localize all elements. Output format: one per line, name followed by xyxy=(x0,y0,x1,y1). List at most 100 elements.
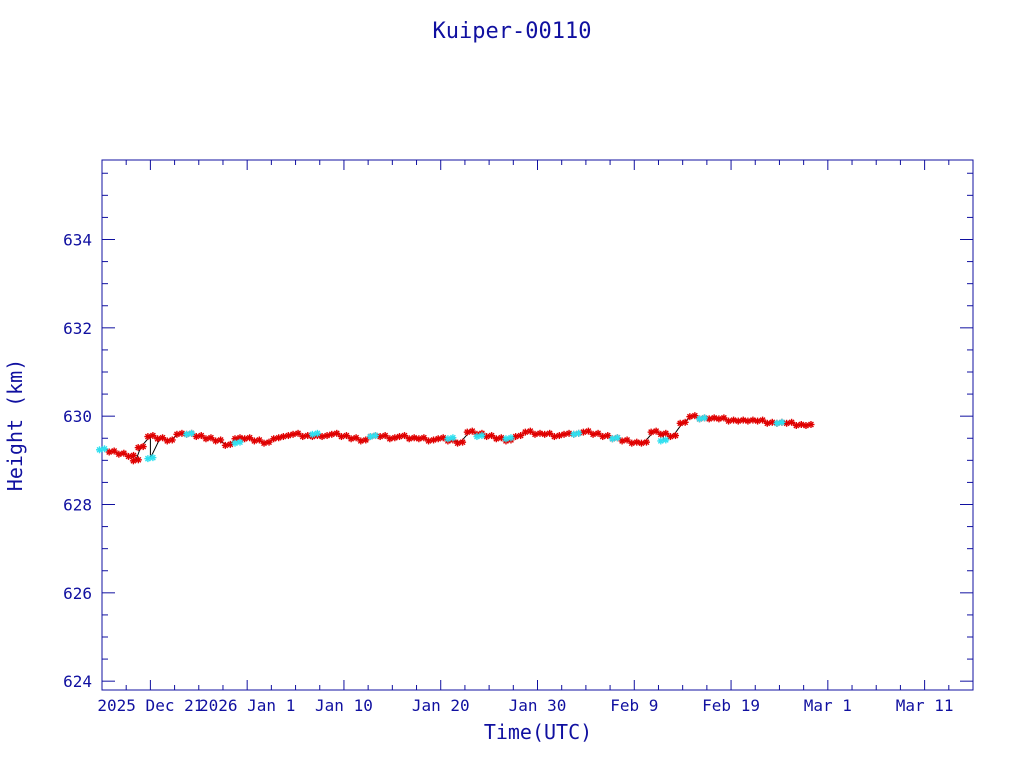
data-point-red xyxy=(710,414,718,422)
data-point-red xyxy=(144,433,152,441)
data-point-red xyxy=(691,412,699,420)
x-tick-label: 2026 Jan 1 xyxy=(199,696,295,715)
data-point-cyan xyxy=(188,429,196,437)
x-tick-label: Feb 19 xyxy=(702,696,760,715)
x-axis-label: Time(UTC) xyxy=(484,720,592,744)
data-point-red xyxy=(333,429,341,437)
data-point-red xyxy=(459,438,467,446)
data-point-red xyxy=(217,436,225,444)
data-point-cyan xyxy=(449,434,457,442)
data-point-red xyxy=(802,422,810,429)
data-point-red xyxy=(618,437,626,445)
data-point-red xyxy=(260,439,268,447)
y-tick-label: 628 xyxy=(63,496,92,515)
data-point-red xyxy=(125,452,133,460)
data-point-red xyxy=(357,437,365,445)
data-point-red xyxy=(265,438,273,446)
data-point-cyan xyxy=(778,418,786,426)
data-point-cyan xyxy=(613,434,621,442)
data-point-red xyxy=(715,415,723,423)
data-point-red xyxy=(202,435,210,443)
data-point-red xyxy=(270,435,278,443)
y-tick-label: 632 xyxy=(63,319,92,338)
data-point-red xyxy=(521,428,529,436)
y-tick-label: 634 xyxy=(63,231,92,250)
data-point-cyan xyxy=(570,430,578,438)
x-tick-label: Feb 9 xyxy=(610,696,658,715)
data-point-red xyxy=(725,417,733,425)
data-point-red xyxy=(599,433,607,441)
data-point-cyan xyxy=(236,438,244,446)
data-point-cyan xyxy=(662,436,670,444)
data-point-cyan xyxy=(608,435,616,443)
data-point-red xyxy=(299,433,307,441)
data-point-red xyxy=(531,430,539,438)
data-point-red xyxy=(734,417,742,425)
data-point-red xyxy=(105,448,113,456)
data-point-red xyxy=(221,441,229,449)
data-point-red xyxy=(192,433,200,441)
data-point-cyan xyxy=(366,433,374,441)
data-point-red xyxy=(492,435,500,443)
data-point-red xyxy=(652,427,660,435)
data-point-red xyxy=(255,436,263,444)
data-point-red xyxy=(134,456,142,464)
y-axis-label: Height (km) xyxy=(3,359,27,491)
data-point-red xyxy=(792,422,800,429)
data-point-cyan xyxy=(696,415,704,423)
data-point-red xyxy=(396,433,404,441)
data-point-red xyxy=(168,436,176,444)
data-point-red xyxy=(347,435,355,443)
data-point-cyan xyxy=(575,429,583,437)
data-point-red xyxy=(294,429,302,437)
chart-title: Kuiper-00110 xyxy=(433,19,592,44)
data-point-red xyxy=(594,429,602,437)
data-point-red xyxy=(405,435,413,443)
data-point-red xyxy=(352,434,360,442)
x-tick-label: Mar 11 xyxy=(896,696,954,715)
data-point-cyan xyxy=(701,414,709,422)
data-point-red xyxy=(337,433,345,441)
x-tick-label: Jan 10 xyxy=(315,696,373,715)
data-point-red xyxy=(149,432,157,440)
data-point-red xyxy=(647,428,655,436)
data-point-cyan xyxy=(144,455,152,463)
data-point-red xyxy=(463,428,471,436)
data-point-red xyxy=(468,427,476,435)
data-point-red xyxy=(541,430,549,438)
data-point-red xyxy=(628,439,636,447)
data-point-red xyxy=(425,437,433,445)
data-point-red xyxy=(207,434,215,442)
data-point-cyan xyxy=(183,430,191,438)
data-point-red xyxy=(763,419,771,427)
data-point-red xyxy=(250,437,258,445)
y-tick-labels: 624 626 628 630 632 634 xyxy=(63,231,92,692)
data-point-red xyxy=(589,430,597,438)
data-point-red xyxy=(134,444,142,452)
data-point-red xyxy=(197,432,205,440)
x-tick-label: Mar 1 xyxy=(804,696,852,715)
data-point-red xyxy=(676,419,684,427)
data-point-red xyxy=(212,437,220,445)
data-point-red xyxy=(154,435,162,443)
data-point-red xyxy=(342,432,350,440)
data-point-red xyxy=(662,429,670,437)
data-point-cyan xyxy=(101,445,108,453)
data-point-red xyxy=(178,429,186,437)
data-point-red xyxy=(584,427,592,435)
y-tick-label: 626 xyxy=(63,584,92,603)
data-point-red xyxy=(279,433,287,441)
data-point-red xyxy=(759,416,767,424)
data-point-red xyxy=(681,418,689,426)
data-point-red xyxy=(671,432,679,440)
x-tick-label: 2025 Dec 21 xyxy=(97,696,203,715)
y-tick-label: 624 xyxy=(63,672,92,691)
axis-ticks xyxy=(101,160,974,690)
series-markers xyxy=(96,412,815,465)
data-point-red xyxy=(666,433,674,441)
data-point-cyan xyxy=(507,434,515,442)
data-point-red xyxy=(246,434,254,442)
y-tick-label: 630 xyxy=(63,407,92,426)
